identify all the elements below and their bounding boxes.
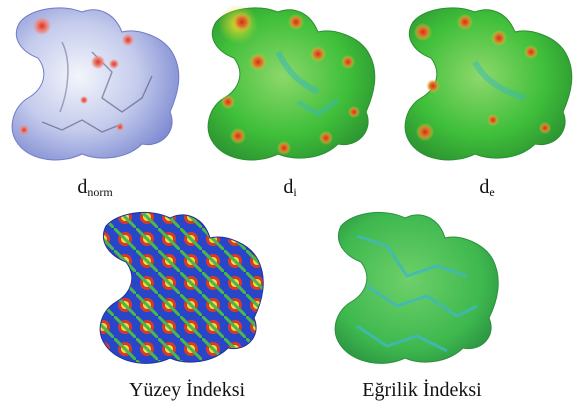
shape-index-label: Yüzey İndeksi [128,379,246,401]
curvedness-surface-panel [327,206,507,372]
dnorm-label: dnorm [77,176,113,199]
shape-index-surface-panel [92,206,272,372]
de-label: de [479,176,495,199]
di-label: di [283,176,297,199]
shape-index-surface-image [99,212,264,364]
de-surface-image [404,7,573,161]
dnorm-surface-panel [2,2,187,170]
di-surface-image [207,4,376,161]
dnorm-surface-image [11,7,180,161]
de-surface-panel [395,2,580,170]
curvedness-label: Eğrilik İndeksi [362,379,482,401]
curvedness-surface-image [334,212,499,364]
di-surface-panel [198,2,383,170]
